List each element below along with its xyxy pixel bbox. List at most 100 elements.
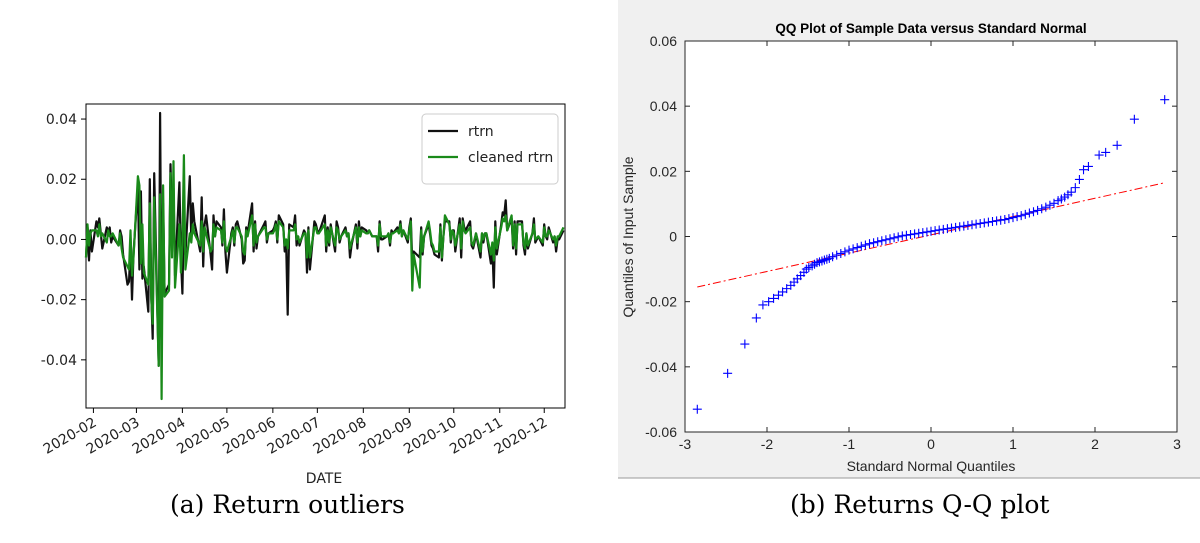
qq-point bbox=[1160, 95, 1170, 105]
x-axis-ticks: 2020-022020-032020-042020-052020-062020-… bbox=[41, 408, 550, 458]
qq-point bbox=[893, 232, 903, 242]
qq-point bbox=[1066, 187, 1076, 197]
qq-point bbox=[951, 222, 961, 232]
qq-point bbox=[1070, 183, 1080, 193]
y-axis-label: Quantiles of Input Sample bbox=[620, 156, 636, 317]
qq-point bbox=[930, 226, 940, 236]
y-tick-label: 0.06 bbox=[650, 33, 677, 49]
qq-point bbox=[1024, 208, 1034, 218]
qq-point bbox=[959, 221, 969, 231]
x-tick-label: 0 bbox=[927, 436, 935, 452]
qq-point bbox=[1129, 114, 1139, 124]
y-tick-label: -0.02 bbox=[41, 293, 77, 309]
qq-point bbox=[947, 223, 956, 233]
qq-point bbox=[996, 215, 1006, 225]
x-axis-label: DATE bbox=[306, 471, 342, 487]
y-tick-label: 0.02 bbox=[650, 163, 677, 179]
y-tick-label: -0.04 bbox=[41, 353, 77, 369]
qq-point bbox=[942, 224, 952, 234]
qq-point bbox=[848, 244, 858, 254]
qq-point bbox=[934, 225, 944, 235]
y-axis-ticks: 0.06 0.04 0.02 0 -0.02 -0.04 -0.06 bbox=[645, 33, 1177, 440]
chart-title: QQ Plot of Sample Data versus Standard N… bbox=[775, 21, 1086, 36]
qq-point bbox=[906, 230, 915, 240]
x-tick-label: 3 bbox=[1173, 436, 1181, 452]
qq-point bbox=[971, 219, 981, 229]
qq-point bbox=[901, 230, 911, 240]
qq-point bbox=[1037, 204, 1047, 214]
x-tick-label: 1 bbox=[1009, 436, 1017, 452]
qq-point bbox=[992, 216, 1002, 226]
qq-point bbox=[988, 217, 997, 227]
x-axis-ticks: -3 -2 -1 0 1 2 3 bbox=[679, 41, 1181, 452]
y-tick-label: 0 bbox=[669, 229, 677, 245]
qq-point bbox=[1074, 174, 1084, 184]
qq-point bbox=[938, 224, 948, 234]
qq-point bbox=[865, 239, 874, 249]
qq-point bbox=[1094, 150, 1104, 160]
series-line-cleaned-rtrn bbox=[84, 154, 565, 401]
qq-point bbox=[926, 226, 936, 236]
y-axis-ticks: 0.04 0.02 0.00 -0.02 -0.04 bbox=[41, 112, 86, 369]
qq-point bbox=[967, 220, 977, 230]
qq-point bbox=[955, 222, 965, 232]
qq-point bbox=[1020, 209, 1030, 219]
legend-label-rtrn: rtrn bbox=[468, 124, 494, 140]
caption-a: (a) Return outliers bbox=[170, 490, 405, 519]
qq-point bbox=[1045, 200, 1055, 210]
qq-point bbox=[758, 300, 768, 310]
qq-point bbox=[764, 297, 774, 307]
x-tick-label: -3 bbox=[679, 436, 692, 452]
qq-point bbox=[769, 293, 779, 303]
qq-point bbox=[844, 245, 854, 255]
y-tick-label: -0.06 bbox=[645, 424, 677, 440]
qq-point bbox=[918, 228, 928, 238]
qq-point bbox=[751, 313, 761, 323]
y-tick-label: -0.04 bbox=[645, 359, 677, 375]
qq-point bbox=[836, 248, 846, 258]
qq-point bbox=[1033, 205, 1043, 215]
series-group bbox=[84, 111, 565, 401]
qq-point bbox=[1029, 207, 1038, 217]
qq-point bbox=[983, 217, 993, 227]
qq-point bbox=[885, 234, 895, 244]
x-tick-label: -2 bbox=[761, 436, 774, 452]
qq-point bbox=[852, 243, 862, 253]
qq-point bbox=[873, 237, 883, 247]
qq-point bbox=[840, 247, 850, 257]
qq-point bbox=[1000, 215, 1010, 225]
qq-point bbox=[1101, 147, 1111, 157]
qq-point bbox=[692, 404, 702, 414]
qq-point bbox=[889, 233, 899, 243]
qq-point bbox=[897, 231, 907, 241]
qq-point bbox=[860, 240, 870, 250]
qq-point bbox=[922, 227, 932, 237]
y-tick-label: 0.04 bbox=[650, 98, 677, 114]
qq-point bbox=[1008, 213, 1018, 223]
y-tick-label: 0.04 bbox=[46, 112, 77, 128]
qq-plot-chart: 0.060.040.020-0.02-0.04-0.06 -3 -2 -1 0 1 2 3 … bbox=[618, 0, 1200, 479]
qq-point bbox=[877, 236, 887, 246]
qq-point bbox=[881, 235, 891, 245]
return-outliers-chart: 0.04 0.02 0.00 -0.02 -0.04 2020-022020-03202… bbox=[41, 103, 566, 487]
legend-label-cleaned-rtrn: cleaned rtrn bbox=[468, 150, 553, 166]
qq-point bbox=[869, 238, 879, 248]
qq-point bbox=[828, 252, 838, 262]
qq-point bbox=[1012, 212, 1022, 222]
qq-point bbox=[963, 220, 973, 230]
qq-point bbox=[1083, 161, 1093, 171]
plot-area-frame bbox=[684, 40, 1178, 433]
qq-point bbox=[1079, 165, 1089, 175]
y-tick-label: 0.02 bbox=[46, 172, 77, 188]
x-axis-label: Standard Normal Quantiles bbox=[847, 458, 1016, 474]
x-tick-label: 2 bbox=[1091, 436, 1099, 452]
qq-point bbox=[832, 250, 842, 260]
qq-point bbox=[1004, 214, 1014, 224]
legend: rtrn cleaned rtrn bbox=[421, 113, 559, 185]
y-tick-label: -0.02 bbox=[645, 294, 677, 310]
y-tick-label: 0.00 bbox=[46, 232, 77, 248]
qq-point bbox=[723, 368, 733, 378]
qq-point bbox=[1041, 202, 1051, 212]
x-tick-label: -1 bbox=[843, 436, 856, 452]
